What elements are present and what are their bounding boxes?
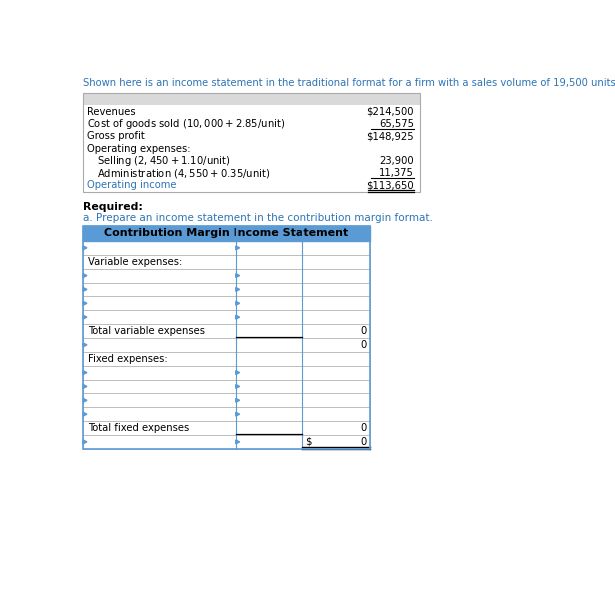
Text: Shown here is an income statement in the traditional format for a firm with a sa: Shown here is an income statement in the… bbox=[83, 77, 615, 88]
Polygon shape bbox=[83, 440, 87, 444]
Bar bbox=[83, 254, 370, 269]
Bar bbox=[83, 338, 370, 352]
Text: Operating expenses:: Operating expenses: bbox=[87, 144, 191, 154]
Text: Operating income: Operating income bbox=[87, 181, 177, 191]
Text: $: $ bbox=[306, 437, 312, 447]
Bar bbox=[83, 421, 370, 435]
Bar bbox=[83, 225, 370, 449]
Text: 0: 0 bbox=[360, 340, 367, 350]
Polygon shape bbox=[236, 398, 240, 402]
Text: $214,500: $214,500 bbox=[367, 107, 414, 117]
Text: Gross profit: Gross profit bbox=[87, 131, 145, 141]
Bar bbox=[83, 366, 370, 380]
Bar bbox=[83, 324, 370, 338]
Text: $148,925: $148,925 bbox=[367, 131, 414, 141]
Bar bbox=[83, 311, 370, 324]
Polygon shape bbox=[83, 371, 87, 374]
Polygon shape bbox=[236, 384, 240, 389]
Polygon shape bbox=[236, 302, 240, 305]
Bar bbox=[83, 296, 370, 311]
Bar bbox=[83, 241, 370, 254]
Text: a. Prepare an income statement in the contribution margin format.: a. Prepare an income statement in the co… bbox=[83, 213, 433, 223]
Polygon shape bbox=[83, 287, 87, 291]
Text: Selling ($2,450 + $1.10/unit): Selling ($2,450 + $1.10/unit) bbox=[97, 154, 231, 168]
Polygon shape bbox=[236, 274, 240, 278]
Text: Total variable expenses: Total variable expenses bbox=[88, 326, 205, 336]
Polygon shape bbox=[83, 343, 87, 347]
Text: Cost of goods sold ($10,000 + $2.85/unit): Cost of goods sold ($10,000 + $2.85/unit… bbox=[87, 117, 285, 131]
Text: Fixed expenses:: Fixed expenses: bbox=[88, 354, 167, 364]
Text: 11,375: 11,375 bbox=[379, 168, 414, 178]
Bar bbox=[83, 283, 370, 296]
Bar bbox=[83, 269, 370, 283]
Bar bbox=[83, 225, 370, 241]
Text: 0: 0 bbox=[360, 423, 367, 433]
Polygon shape bbox=[83, 274, 87, 278]
Polygon shape bbox=[236, 246, 240, 250]
Text: Variable expenses:: Variable expenses: bbox=[88, 257, 182, 267]
Bar bbox=[83, 352, 370, 366]
Polygon shape bbox=[83, 315, 87, 319]
Text: $113,650: $113,650 bbox=[367, 181, 414, 191]
Text: 65,575: 65,575 bbox=[379, 119, 414, 129]
Polygon shape bbox=[83, 384, 87, 389]
Bar bbox=[83, 380, 370, 393]
Text: 23,900: 23,900 bbox=[379, 156, 414, 166]
Polygon shape bbox=[236, 315, 240, 319]
Bar bbox=[83, 407, 370, 421]
Text: Contribution Margin Income Statement: Contribution Margin Income Statement bbox=[105, 228, 349, 238]
Text: Total fixed expenses: Total fixed expenses bbox=[88, 423, 189, 433]
Polygon shape bbox=[83, 398, 87, 402]
Bar bbox=[83, 435, 370, 449]
Text: 0: 0 bbox=[360, 437, 367, 447]
Polygon shape bbox=[236, 440, 240, 444]
Polygon shape bbox=[236, 412, 240, 416]
Polygon shape bbox=[83, 412, 87, 416]
Polygon shape bbox=[83, 302, 87, 305]
Text: Administration ($4,550 + $0.35/unit): Administration ($4,550 + $0.35/unit) bbox=[97, 167, 271, 179]
Bar bbox=[83, 93, 420, 105]
Polygon shape bbox=[236, 371, 240, 374]
Text: Revenues: Revenues bbox=[87, 107, 135, 117]
Polygon shape bbox=[83, 246, 87, 250]
Bar bbox=[83, 93, 420, 192]
Polygon shape bbox=[236, 287, 240, 291]
Text: Required:: Required: bbox=[83, 203, 143, 212]
Bar bbox=[83, 393, 370, 407]
Text: 0: 0 bbox=[360, 326, 367, 336]
